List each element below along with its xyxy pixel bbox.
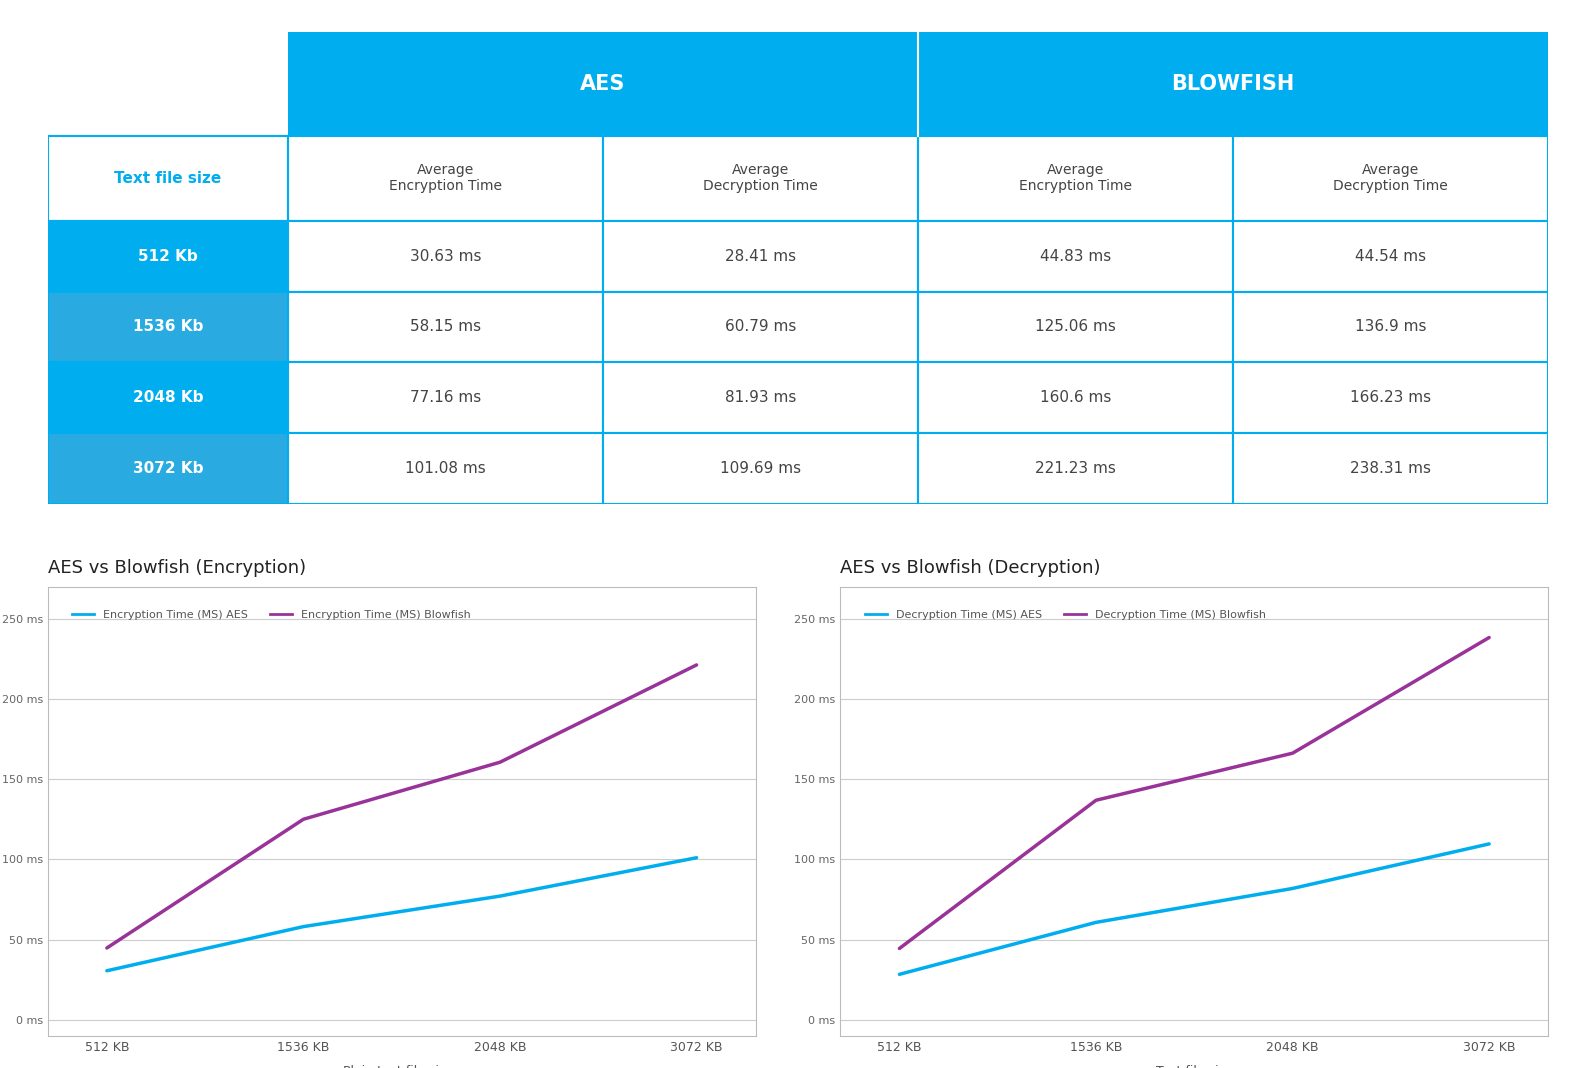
Text: 221.23 ms: 221.23 ms: [1036, 461, 1116, 476]
FancyBboxPatch shape: [1234, 292, 1548, 362]
Text: 60.79 ms: 60.79 ms: [725, 319, 796, 334]
FancyBboxPatch shape: [48, 221, 287, 292]
Text: 30.63 ms: 30.63 ms: [410, 249, 480, 264]
Legend: Decryption Time (MS) AES, Decryption Time (MS) Blowfish: Decryption Time (MS) AES, Decryption Tim…: [860, 606, 1270, 625]
Text: 1536 Kb: 1536 Kb: [132, 319, 203, 334]
Text: 101.08 ms: 101.08 ms: [405, 461, 485, 476]
Text: 160.6 ms: 160.6 ms: [1041, 390, 1111, 405]
Text: 28.41 ms: 28.41 ms: [725, 249, 796, 264]
FancyBboxPatch shape: [918, 362, 1234, 433]
Text: Average
Encryption Time: Average Encryption Time: [1018, 163, 1132, 193]
Text: 44.83 ms: 44.83 ms: [1041, 249, 1111, 264]
FancyBboxPatch shape: [287, 292, 603, 362]
Text: BLOWFISH: BLOWFISH: [1171, 74, 1294, 94]
X-axis label: Plain text file sizes: Plain text file sizes: [343, 1065, 460, 1068]
Text: Average
Decryption Time: Average Decryption Time: [1333, 163, 1448, 193]
FancyBboxPatch shape: [918, 136, 1234, 221]
Text: 77.16 ms: 77.16 ms: [410, 390, 480, 405]
FancyBboxPatch shape: [48, 362, 287, 433]
FancyBboxPatch shape: [48, 136, 287, 221]
Text: Average
Encryption Time: Average Encryption Time: [389, 163, 503, 193]
Text: 81.93 ms: 81.93 ms: [725, 390, 796, 405]
Text: 125.06 ms: 125.06 ms: [1036, 319, 1116, 334]
Text: 2048 Kb: 2048 Kb: [132, 390, 203, 405]
Text: 512 Kb: 512 Kb: [137, 249, 198, 264]
FancyBboxPatch shape: [48, 433, 287, 504]
FancyBboxPatch shape: [287, 221, 603, 292]
FancyBboxPatch shape: [287, 136, 603, 221]
Text: AES vs Blowfish (Encryption): AES vs Blowfish (Encryption): [48, 559, 306, 577]
Legend: Encryption Time (MS) AES, Encryption Time (MS) Blowfish: Encryption Time (MS) AES, Encryption Tim…: [67, 606, 476, 625]
FancyBboxPatch shape: [918, 221, 1234, 292]
Text: AES vs Blowfish (Decryption): AES vs Blowfish (Decryption): [841, 559, 1101, 577]
Text: 44.54 ms: 44.54 ms: [1355, 249, 1427, 264]
Text: AES: AES: [581, 74, 626, 94]
FancyBboxPatch shape: [1234, 362, 1548, 433]
Text: 136.9 ms: 136.9 ms: [1355, 319, 1427, 334]
FancyBboxPatch shape: [1234, 433, 1548, 504]
Text: 109.69 ms: 109.69 ms: [720, 461, 801, 476]
X-axis label: Text file size: Text file size: [1156, 1065, 1232, 1068]
Text: 238.31 ms: 238.31 ms: [1350, 461, 1432, 476]
FancyBboxPatch shape: [603, 292, 918, 362]
FancyBboxPatch shape: [287, 32, 1548, 136]
FancyBboxPatch shape: [603, 221, 918, 292]
FancyBboxPatch shape: [603, 136, 918, 221]
FancyBboxPatch shape: [287, 362, 603, 433]
FancyBboxPatch shape: [603, 362, 918, 433]
FancyBboxPatch shape: [287, 433, 603, 504]
Text: Average
Decryption Time: Average Decryption Time: [704, 163, 817, 193]
Text: 3072 Kb: 3072 Kb: [132, 461, 203, 476]
FancyBboxPatch shape: [918, 292, 1234, 362]
FancyBboxPatch shape: [918, 433, 1234, 504]
FancyBboxPatch shape: [603, 433, 918, 504]
FancyBboxPatch shape: [1234, 136, 1548, 221]
Text: 166.23 ms: 166.23 ms: [1350, 390, 1432, 405]
FancyBboxPatch shape: [1234, 221, 1548, 292]
Text: 58.15 ms: 58.15 ms: [410, 319, 480, 334]
FancyBboxPatch shape: [48, 292, 287, 362]
Text: Text file size: Text file size: [115, 171, 222, 186]
